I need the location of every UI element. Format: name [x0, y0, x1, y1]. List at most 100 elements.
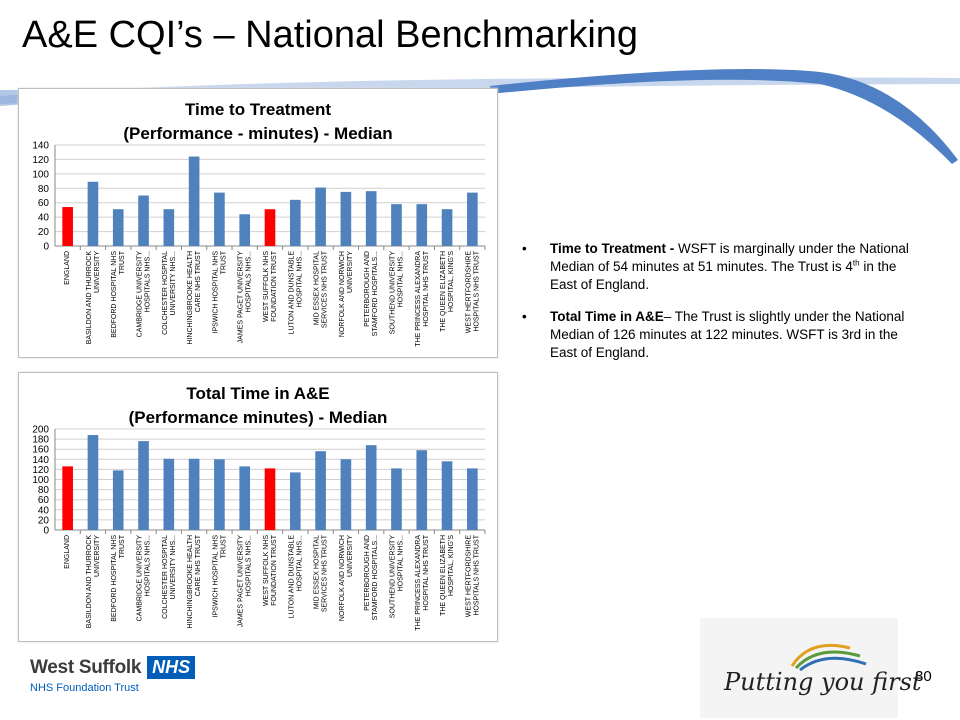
bar	[416, 450, 428, 530]
x-tick-label: HINCHINGBROOKE HEALTHCARE NHS TRUST	[187, 250, 202, 344]
bar	[264, 209, 276, 246]
nhs-logo: NHS	[147, 656, 196, 679]
x-tick-label-line: THE PRINCESS ALEXANDRA	[415, 251, 422, 347]
bullet-superscript: th	[852, 258, 860, 268]
y-tick-label: 40	[38, 213, 50, 224]
x-tick-label-line: HOSPITAL NHS TRUST	[423, 250, 430, 326]
y-tick-label: 80	[38, 184, 50, 195]
x-tick-label-line: HOSPITALS NHS...	[145, 535, 152, 596]
y-tick-label: 20	[38, 515, 50, 526]
x-tick-label-line: STAMFORD HOSPITALS...	[372, 251, 379, 336]
x-tick-label-line: THE PRINCESS ALEXANDRA	[415, 535, 422, 631]
x-tick-label-line: WEST HERTFORDSHIRE	[465, 535, 472, 618]
bar	[62, 207, 73, 246]
bullet-dot: •	[522, 309, 527, 324]
bullet-total-time: • Total Time in A&E– The Trust is slight…	[520, 308, 920, 362]
bar	[340, 191, 352, 246]
x-tick-label-line: CARE NHS TRUST	[195, 250, 202, 312]
x-tick-label: CAMBRIDGE UNIVERSITYHOSPITALS NHS...	[137, 251, 152, 338]
y-tick-label: 0	[43, 242, 49, 253]
x-tick-label-line: MID ESSEX HOSPITAL	[314, 535, 321, 609]
page-number: 30	[915, 668, 932, 685]
bar	[467, 192, 478, 246]
x-tick-label: MID ESSEX HOSPITALSERVICES NHS TRUST	[314, 250, 329, 328]
bar	[87, 181, 99, 246]
x-tick-label-line: UNIVERSITY	[347, 535, 354, 577]
x-tick-label-line: HOSPITAL NHS...	[397, 535, 404, 591]
slogan-text: Putting you first	[724, 668, 922, 696]
slogan-swirl-icon	[790, 643, 867, 672]
bar	[340, 459, 352, 530]
x-tick-label-line: BEDFORD HOSPITAL NHS	[111, 251, 118, 338]
bar	[365, 191, 377, 246]
x-tick-label: HINCHINGBROOKE HEALTHCARE NHS TRUST	[187, 534, 202, 628]
x-tick-label-line: CAMBRIDGE UNIVERSITY	[137, 535, 144, 622]
x-tick-label-line: HOSPITAL NHS TRUST	[423, 534, 430, 610]
x-tick-label: SOUTHEND UNIVERSITYHOSPITAL NHS...	[389, 535, 404, 619]
x-tick-label-line: ENGLAND	[64, 251, 71, 285]
x-tick-label-line: LUTON AND DUNSTABLE	[288, 251, 295, 335]
x-tick-label-line: UNIVERSITY NHS...	[170, 251, 177, 315]
x-tick-label-line: WEST SUFFOLK NHS	[263, 251, 270, 322]
chart-time-to-treatment-svg: Time to Treatment (Performance - minutes)…	[32, 100, 486, 347]
y-tick-label: 20	[38, 227, 50, 238]
y-tick-label: 40	[38, 505, 50, 516]
x-tick-label-line: CARE NHS TRUST	[195, 534, 202, 596]
bullet-time-to-treatment: • Time to Treatment - WSFT is marginally…	[520, 240, 920, 294]
x-tick-label: NORFOLK AND NORWICHUNIVERSITY	[339, 535, 354, 622]
x-tick-label: BEDFORD HOSPITAL NHSTRUST	[111, 534, 126, 621]
x-tick-label-line: HINCHINGBROOKE HEALTH	[187, 251, 194, 345]
x-tick-label: THE QUEEN ELIZABETHHOSPITAL, KING'S	[440, 251, 455, 332]
x-tick-label-line: WEST HERTFORDSHIRE	[465, 251, 472, 334]
x-tick-label-line: COLCHESTER HOSPITAL	[162, 251, 169, 335]
x-tick-label-line: BEDFORD HOSPITAL NHS	[111, 535, 118, 622]
bar	[163, 209, 175, 246]
x-tick-label-line: BASILDON AND THURROCK	[86, 251, 93, 345]
x-tick-label: NORFOLK AND NORWICHUNIVERSITY	[339, 251, 354, 338]
bar	[264, 468, 276, 530]
commentary-bullets: • Time to Treatment - WSFT is marginally…	[520, 240, 920, 376]
x-tick-label-line: STAMFORD HOSPITALS...	[372, 535, 379, 620]
bar	[315, 451, 326, 530]
bar	[138, 441, 149, 530]
x-tick-label-line: LUTON AND DUNSTABLE	[288, 535, 295, 619]
x-tick-label-line: MID ESSEX HOSPITAL	[314, 251, 321, 325]
logo-name: West Suffolk	[30, 656, 142, 678]
x-tick-label: SOUTHEND UNIVERSITYHOSPITAL NHS...	[389, 251, 404, 335]
bar	[416, 204, 428, 246]
chart-total-time-in-ae-svg: Total Time in A&E (Performance minutes) -…	[32, 384, 486, 631]
x-tick-label: CAMBRIDGE UNIVERSITYHOSPITALS NHS...	[137, 535, 152, 622]
x-tick-label-line: SERVICES NHS TRUST	[322, 534, 329, 612]
y-tick-label: 120	[32, 155, 49, 166]
y-tick-label: 100	[32, 475, 49, 486]
x-tick-label-line: IPSWICH HOSPITAL NHS	[212, 251, 219, 334]
x-tick-label: COLCHESTER HOSPITALUNIVERSITY NHS...	[162, 535, 177, 619]
chart-title: Total Time in A&E	[186, 384, 329, 403]
x-tick-label-line: UNIVERSITY NHS...	[170, 535, 177, 599]
x-tick-label-line: TRUST	[119, 250, 126, 274]
x-tick-label-line: COLCHESTER HOSPITAL	[162, 535, 169, 619]
bar	[391, 204, 402, 246]
x-tick-label-line: FOUNDATION TRUST	[271, 250, 278, 322]
y-tick-label: 80	[38, 485, 50, 496]
chart-total-time-in-ae: Total Time in A&E (Performance minutes) -…	[18, 372, 498, 642]
slide-title: A&E CQI’s – National Benchmarking	[22, 14, 639, 56]
y-tick-label: 100	[32, 169, 49, 180]
bar	[138, 195, 149, 246]
y-tick-label: 120	[32, 465, 49, 476]
bar	[62, 466, 73, 530]
x-tick-label: JAMES PAGET UNIVERSITYHOSPITALS NHS...	[238, 535, 253, 628]
bar	[214, 192, 225, 246]
x-tick-label-line: TRUST	[220, 250, 227, 274]
bar	[391, 468, 402, 530]
x-tick-label-line: TRUST	[220, 534, 227, 558]
bullet-heading: Total Time in A&E	[550, 309, 664, 324]
x-tick-label-line: HOSPITAL NHS...	[296, 251, 303, 307]
x-tick-label-line: HINCHINGBROOKE HEALTH	[187, 535, 194, 629]
bar	[112, 209, 124, 246]
logo-subtitle: NHS Foundation Trust	[30, 682, 139, 694]
x-tick-label: LUTON AND DUNSTABLEHOSPITAL NHS...	[288, 251, 303, 335]
x-tick-label-line: FOUNDATION TRUST	[271, 534, 278, 606]
x-tick-label-line: HOSPITAL, KING'S	[448, 251, 455, 312]
x-tick-label-line: UNIVERSITY	[94, 535, 101, 577]
